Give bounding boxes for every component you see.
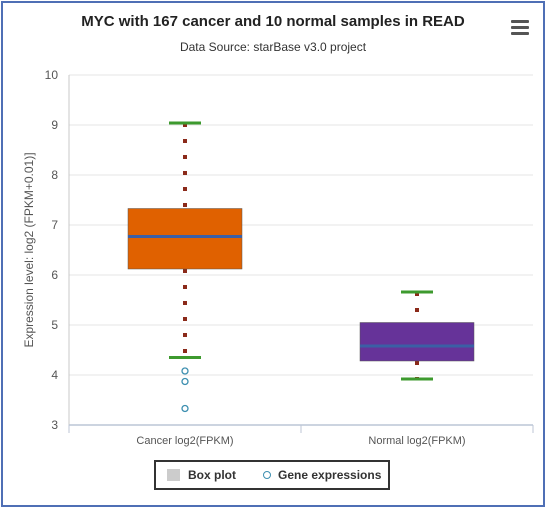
box-body — [359, 322, 475, 362]
x-tick-label: Normal log2(FPKM) — [368, 435, 465, 447]
y-axis-ticks: 3 4 5 6 7 8 9 10 — [45, 68, 59, 432]
chart-title: MYC with 167 cancer and 10 normal sample… — [81, 13, 465, 30]
y-axis-label: Expression level: log2 (FPKM+0.01)] — [22, 152, 36, 347]
x-tick-label: Cancer log2(FPKM) — [136, 435, 233, 447]
y-tick-label: 9 — [51, 118, 58, 132]
legend-label-gene-expressions: Gene expressions — [278, 468, 382, 482]
legend-label-box-plot: Box plot — [188, 468, 236, 482]
gene-expression-point — [181, 377, 189, 386]
gene-expression-point — [181, 404, 189, 413]
hamburger-menu-icon[interactable] — [511, 20, 529, 36]
box-plot: 3 4 5 6 7 8 9 10 Cancer log2(FPKM) Normal log2(F… — [22, 68, 534, 447]
y-tick-label: 8 — [51, 168, 58, 182]
axes — [68, 75, 534, 433]
box-plot-swatch — [167, 469, 180, 481]
y-tick-label: 6 — [51, 268, 58, 282]
y-tick-label: 10 — [45, 68, 59, 82]
x-axis-labels: Cancer log2(FPKM) Normal log2(FPKM) — [136, 435, 465, 447]
boxes — [127, 121, 475, 413]
gene-expression-marker-icon — [263, 471, 271, 479]
gene-expression-point — [181, 367, 189, 375]
chart-subtitle: Data Source: starBase v3.0 project — [179, 40, 367, 54]
legend: Box plot Gene expressions — [154, 460, 390, 490]
box-body — [127, 208, 243, 270]
y-tick-label: 3 — [51, 418, 58, 432]
box-normal — [359, 290, 475, 381]
y-tick-label: 7 — [51, 218, 58, 232]
y-tick-label: 4 — [51, 368, 58, 382]
box-cancer — [127, 121, 243, 413]
y-tick-label: 5 — [51, 318, 58, 332]
